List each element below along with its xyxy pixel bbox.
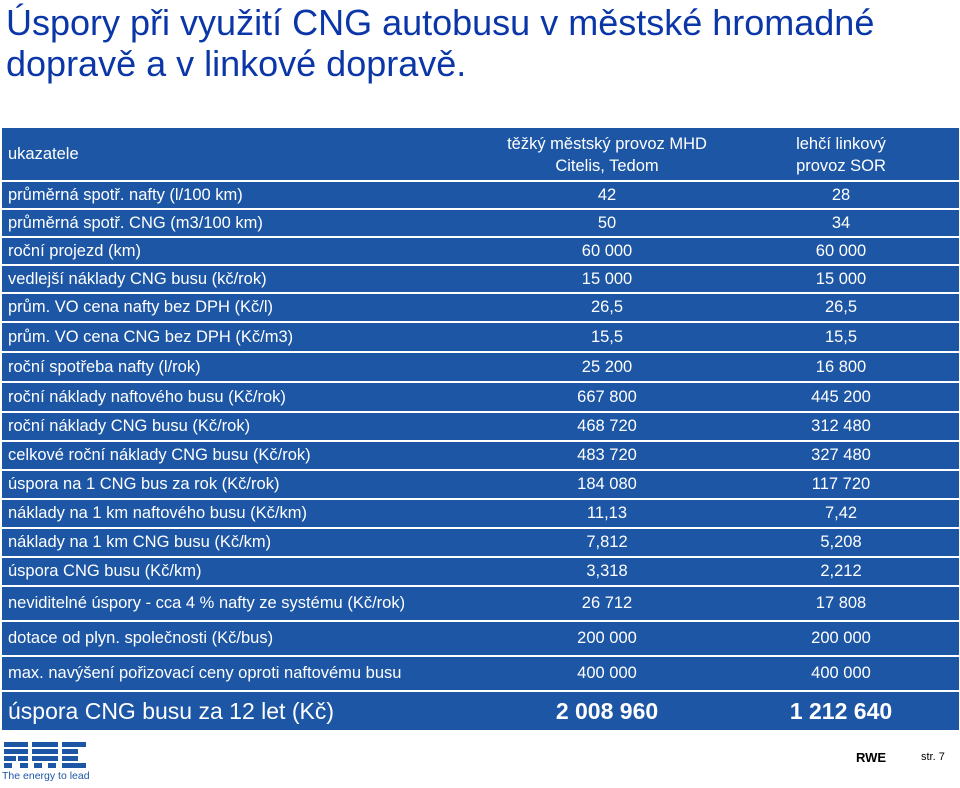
row-label: roční projezd (km)	[8, 241, 141, 260]
row-value-col1: 3,318	[586, 562, 628, 580]
table-row: náklady na 1 km naftového busu (Kč/km) 1…	[2, 500, 959, 527]
row-value-col1: 200 000	[577, 629, 637, 647]
row-label: celkové roční náklady CNG busu (Kč/rok)	[8, 446, 311, 464]
total-value-col1: 2 008 960	[555, 697, 659, 724]
row-value-col1: 50	[597, 213, 617, 232]
row-label: náklady na 1 km CNG busu (Kč/km)	[8, 533, 272, 551]
row-value-col2: 400 000	[811, 664, 871, 682]
table-row: max. navýšení pořizovací ceny oproti naf…	[2, 657, 959, 690]
footer: The energy to lead RWE str. 7	[0, 738, 960, 788]
row-value-col1: 42	[597, 185, 617, 204]
table-row: prům. VO cena nafty bez DPH (Kč/l) 26,5 …	[2, 294, 959, 321]
row-value-col1: 468 720	[577, 417, 637, 435]
header-col1-line1: těžký městský provoz MHD	[507, 135, 707, 153]
row-value-col2: 5,208	[820, 533, 862, 551]
table-row: celkové roční náklady CNG busu (Kč/rok) …	[2, 442, 959, 469]
row-label: průměrná spotř. CNG (m3/100 km)	[8, 213, 263, 232]
row-value-col2: 26,5	[824, 298, 858, 316]
table-row: roční náklady CNG busu (Kč/rok) 468 720 …	[2, 413, 959, 440]
header-col1: těžký městský provoz MHD Citelis, Tedom	[481, 131, 733, 177]
header-col2-line2: provoz SOR	[796, 157, 886, 175]
total-value-col2: 1 212 640	[789, 697, 893, 724]
row-label: úspora na 1 CNG bus za rok (Kč/rok)	[8, 475, 280, 493]
footer-tagline: The energy to lead	[2, 770, 90, 782]
row-label: úspora CNG busu (Kč/km)	[8, 562, 202, 580]
table-row: úspora CNG busu (Kč/km) 3,318 2,212	[2, 558, 959, 585]
table-row: průměrná spotř. nafty (l/100 km) 42 28	[2, 182, 959, 208]
row-value-col1: 483 720	[577, 446, 637, 464]
row-value-col2: 445 200	[811, 387, 871, 406]
row-value-col2: 28	[831, 185, 851, 204]
table-row: náklady na 1 km CNG busu (Kč/km) 7,812 5…	[2, 529, 959, 556]
row-value-col2: 34	[831, 213, 851, 232]
row-label: prům. VO cena nafty bez DPH (Kč/l)	[8, 298, 274, 316]
table-row: roční spotřeba nafty (l/rok) 25 200 16 8…	[2, 353, 959, 381]
row-value-col2: 15,5	[824, 327, 858, 346]
row-label: prům. VO cena CNG bez DPH (Kč/m3)	[8, 327, 294, 346]
row-value-col1: 11,13	[586, 504, 628, 522]
row-value-col1: 184 080	[577, 475, 637, 493]
table-row: roční náklady naftového busu (Kč/rok) 66…	[2, 383, 959, 411]
row-value-col1: 26 712	[581, 594, 633, 612]
row-label: roční náklady CNG busu (Kč/rok)	[8, 417, 251, 435]
header-label: ukazatele	[8, 144, 79, 163]
row-value-col2: 200 000	[811, 629, 871, 647]
footer-brand: RWE	[856, 750, 887, 765]
table-header-row: ukazatele těžký městský provoz MHD Citel…	[2, 128, 959, 180]
row-label: neviditelné úspory - cca 4 % nafty ze sy…	[8, 594, 406, 612]
row-value-col2: 2,212	[820, 562, 862, 580]
row-value-col1: 15,5	[590, 327, 624, 346]
row-value-col2: 312 480	[811, 417, 871, 435]
row-label: dotace od plyn. společnosti (Kč/bus)	[8, 629, 274, 647]
row-value-col1: 60 000	[581, 241, 633, 260]
table-total-row: úspora CNG busu za 12 let (Kč) 2 008 960…	[2, 692, 959, 730]
row-value-col2: 117 720	[811, 475, 871, 493]
row-value-col1: 25 200	[581, 357, 633, 376]
row-label: průměrná spotř. nafty (l/100 km)	[8, 185, 243, 204]
row-label: vedlejší náklady CNG busu (kč/rok)	[8, 269, 267, 288]
table-row: roční projezd (km) 60 000 60 000	[2, 238, 959, 264]
savings-table: ukazatele těžký městský provoz MHD Citel…	[2, 128, 959, 732]
row-value-col2: 60 000	[815, 241, 867, 260]
total-label: úspora CNG busu za 12 let (Kč)	[8, 697, 334, 724]
header-col2-line1: lehčí linkový	[796, 135, 886, 153]
row-value-col2: 15 000	[815, 269, 867, 288]
table-row: prům. VO cena CNG bez DPH (Kč/m3) 15,5 1…	[2, 323, 959, 351]
page-number: str. 7	[921, 751, 945, 763]
rwe-logo	[4, 742, 88, 775]
table-row: vedlejší náklady CNG busu (kč/rok) 15 00…	[2, 266, 959, 292]
row-value-col2: 327 480	[811, 446, 871, 464]
table-row: úspora na 1 CNG bus za rok (Kč/rok) 184 …	[2, 471, 959, 498]
header-col2: lehčí linkový provoz SOR	[733, 131, 959, 177]
header-col1-line2: Citelis, Tedom	[555, 157, 659, 175]
row-value-col2: 16 800	[815, 357, 867, 376]
row-value-col2: 17 808	[815, 594, 867, 612]
table-row: neviditelné úspory - cca 4 % nafty ze sy…	[2, 587, 959, 620]
table-row: dotace od plyn. společnosti (Kč/bus) 200…	[2, 622, 959, 655]
row-value-col1: 26,5	[590, 298, 624, 316]
row-value-col1: 7,812	[586, 533, 628, 551]
row-value-col1: 15 000	[581, 269, 633, 288]
row-label: roční spotřeba nafty (l/rok)	[8, 357, 201, 376]
slide-title: Úspory při využití CNG autobusu v městsk…	[6, 2, 875, 84]
row-label: roční náklady naftového busu (Kč/rok)	[8, 387, 286, 406]
row-label: náklady na 1 km naftového busu (Kč/km)	[8, 504, 307, 522]
row-label: max. navýšení pořizovací ceny oproti naf…	[8, 664, 402, 682]
row-value-col1: 400 000	[577, 664, 637, 682]
row-value-col1: 667 800	[577, 387, 637, 406]
table-row: průměrná spotř. CNG (m3/100 km) 50 34	[2, 210, 959, 236]
row-value-col2: 7,42	[824, 504, 858, 522]
